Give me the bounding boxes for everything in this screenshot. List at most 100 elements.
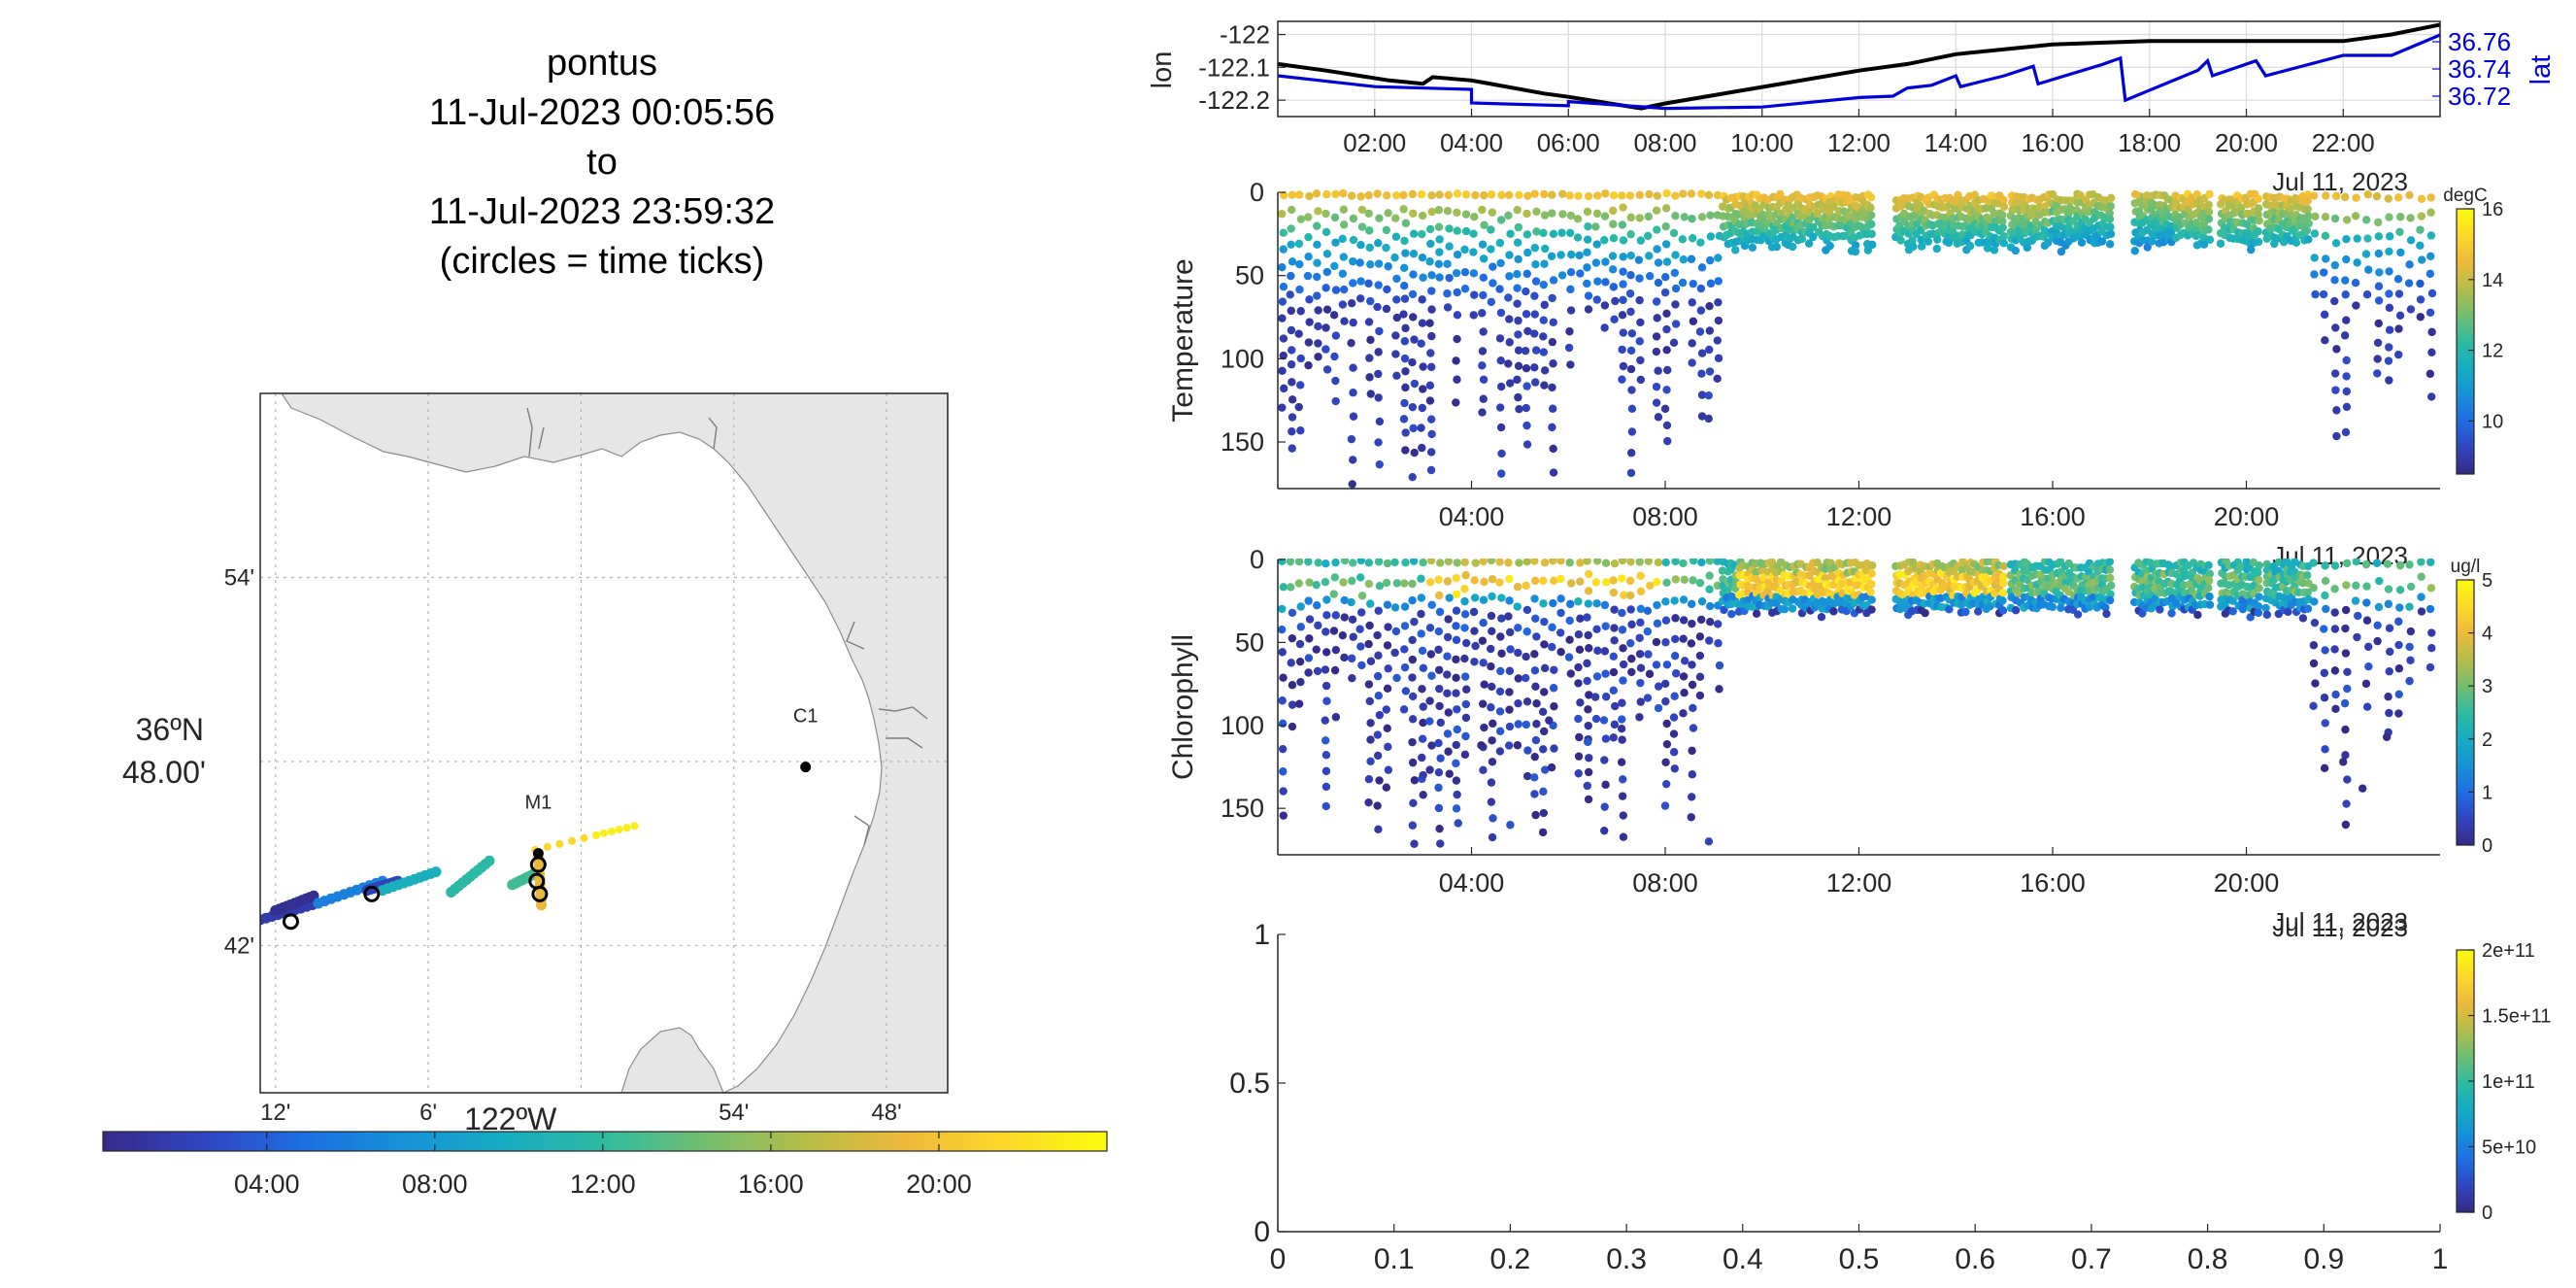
data-point: [2204, 583, 2213, 593]
data-point: [1452, 776, 1461, 785]
data-point: [1436, 754, 1445, 763]
data-point: [2303, 204, 2312, 214]
data-point: [2427, 628, 2436, 637]
data-point: [2385, 325, 2394, 334]
data-point: [2362, 598, 2371, 607]
data-point: [1444, 708, 1453, 717]
station-marker: [532, 848, 544, 860]
data-point: [1339, 285, 1349, 294]
data-point: [2167, 609, 2176, 618]
data-point: [1321, 716, 1329, 725]
data-point: [1601, 780, 1610, 790]
data-point: [1434, 206, 1444, 215]
data-point: [1288, 395, 1297, 404]
data-point: [1654, 278, 1663, 288]
data-point: [2304, 235, 2313, 244]
data-point: [1635, 295, 1644, 305]
data-point: [2330, 214, 2340, 223]
data-point: [1771, 568, 1781, 577]
track-point: [430, 866, 442, 878]
position-x-tick-label: 20:00: [2215, 128, 2278, 157]
data-point: [1321, 736, 1330, 745]
data-point: [1278, 403, 1287, 412]
data-point: [1321, 766, 1331, 776]
data-point: [1548, 642, 1556, 652]
data-point: [1652, 382, 1661, 391]
data-point: [1436, 559, 1445, 567]
data-point: [2321, 719, 2329, 728]
data-point: [2395, 560, 2405, 570]
data-point: [1713, 559, 1722, 565]
data-point: [1697, 189, 1706, 198]
data-point: [2384, 194, 2392, 203]
data-point: [1653, 577, 1661, 587]
data-point: [2374, 249, 2384, 258]
data-point: [2204, 576, 2214, 585]
data-point: [2416, 279, 2425, 288]
data-point: [1364, 797, 1373, 807]
data-point: [1443, 259, 1452, 268]
data-point: [1384, 209, 1392, 218]
data-point: [1645, 272, 1655, 281]
data-point: [2352, 301, 2360, 310]
data-point: [1495, 559, 1504, 566]
data-point: [2320, 694, 2329, 702]
data-point: [1497, 449, 1506, 458]
data-point: [2011, 606, 2021, 615]
data-point: [1999, 578, 2008, 588]
data-point: [1653, 314, 1661, 322]
data-point: [1435, 273, 1444, 282]
data-point: [2341, 820, 2351, 830]
data-point: [2385, 624, 2394, 632]
map-x-tick-label: 48': [871, 1100, 901, 1126]
data-point: [1340, 317, 1349, 325]
data-point: [1479, 659, 1488, 667]
data-point: [2361, 559, 2371, 569]
colorbar-tick-label: 16: [2482, 199, 2503, 220]
data-point: [1608, 265, 1618, 274]
data-point: [1478, 309, 1487, 318]
empty-x-tick-label: 0.9: [2303, 1243, 2344, 1275]
data-point: [1636, 375, 1646, 385]
data-point: [2138, 609, 2147, 618]
lon-tick-label: -122.2: [1198, 85, 1270, 115]
data-point: [1445, 273, 1454, 283]
data-point: [1547, 252, 1556, 261]
data-point: [1636, 571, 1645, 580]
temperature-points: [1278, 189, 2437, 489]
data-point: [1522, 697, 1532, 706]
data-point: [2331, 386, 2340, 394]
empty-colorbar-tick-label: 1e+11: [2482, 1071, 2535, 1093]
data-point: [1462, 638, 1471, 648]
data-point: [1278, 744, 1288, 754]
data-point: [1287, 240, 1295, 250]
data-point: [1705, 618, 1715, 627]
data-point: [1401, 446, 1410, 455]
data-point: [1636, 663, 1646, 672]
data-point: [1330, 213, 1340, 222]
data-point: [1410, 448, 1419, 458]
data-point: [2193, 610, 2202, 620]
data-point: [2105, 565, 2115, 574]
chlorophyll-colorbar: [2456, 579, 2475, 846]
data-point: [1627, 654, 1636, 663]
data-point: [2373, 338, 2383, 348]
data-point: [1321, 648, 1331, 657]
data-point: [1522, 559, 1531, 566]
data-point: [1584, 305, 1593, 314]
data-point: [1444, 615, 1453, 624]
data-point: [1687, 254, 1696, 263]
data-point: [1618, 220, 1627, 229]
data-point: [2341, 649, 2351, 658]
data-point: [1522, 363, 1531, 373]
data-point: [1478, 205, 1487, 215]
data-point: [1373, 189, 1382, 198]
data-point: [1566, 360, 1575, 369]
data-point: [1460, 750, 1470, 760]
data-point: [1427, 671, 1436, 680]
data-point: [1296, 354, 1305, 363]
data-point: [1662, 719, 1671, 729]
data-point: [1470, 658, 1479, 666]
track-point: [555, 839, 564, 848]
data-point: [1576, 577, 1585, 586]
